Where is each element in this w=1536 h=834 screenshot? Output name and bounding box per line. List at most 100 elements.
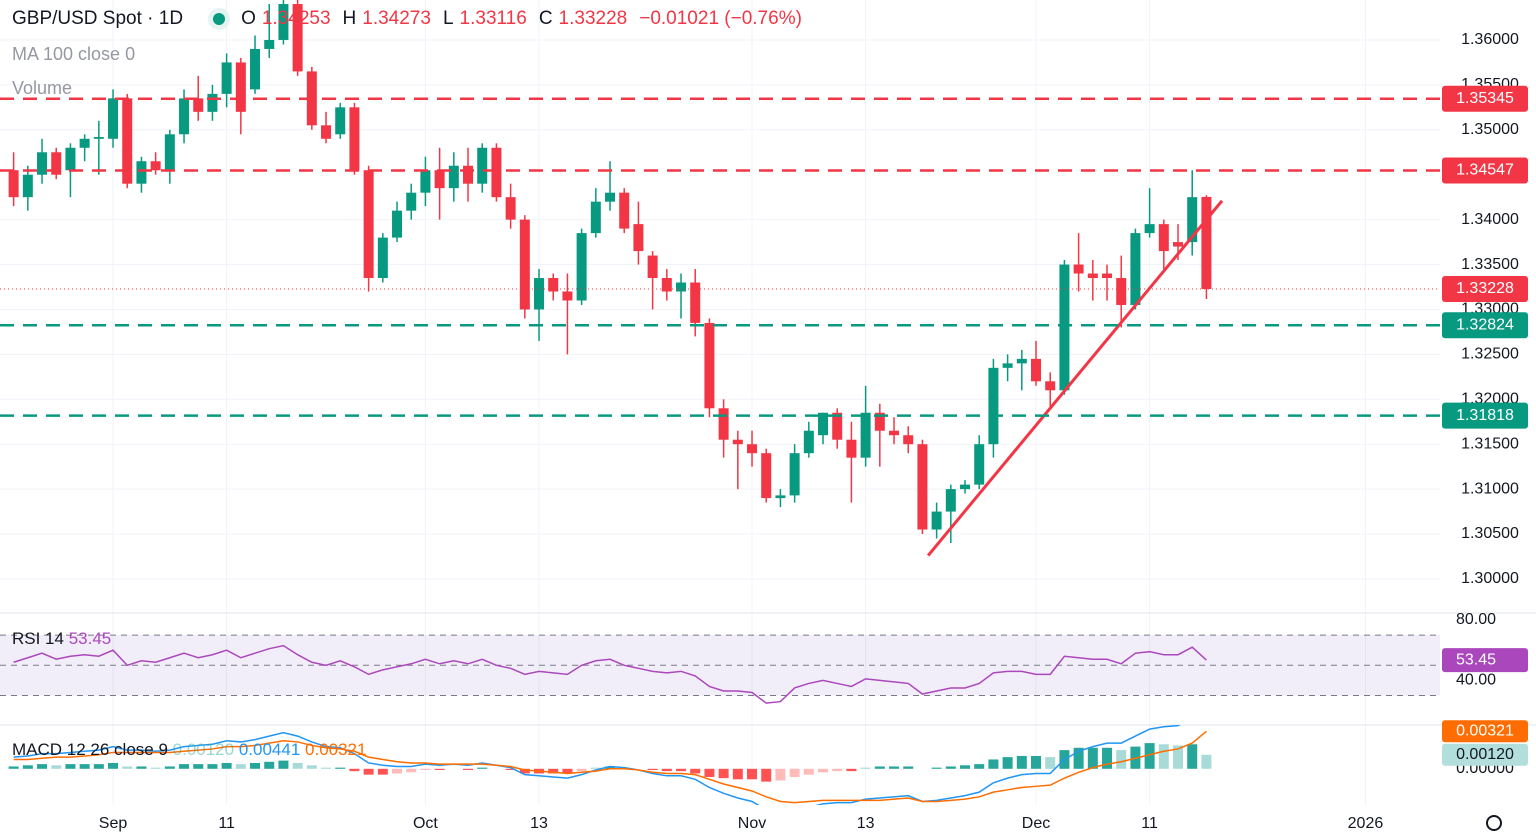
- candle-body: [406, 192, 417, 211]
- rsi-line: [13, 644, 1207, 704]
- ohlc-value: 1.33116: [459, 8, 527, 29]
- histogram-bar: [1102, 747, 1113, 769]
- candle-body: [122, 98, 133, 184]
- candle-body: [945, 489, 956, 512]
- candle-body: [1158, 224, 1169, 252]
- histogram-bar: [605, 766, 616, 769]
- histogram-bar: [1173, 745, 1184, 769]
- histogram-bar: [477, 767, 488, 769]
- histogram-bar: [747, 768, 758, 780]
- x-tick-label: Dec: [1022, 815, 1050, 832]
- candle-body: [889, 430, 900, 436]
- candle-body: [392, 210, 403, 238]
- histogram-bar: [363, 768, 374, 775]
- candle-body: [917, 444, 928, 530]
- histogram-bar: [65, 764, 76, 769]
- ohlc-key: H: [342, 8, 357, 29]
- rsi-axis-label: 53.45: [1456, 651, 1496, 668]
- symbol-header: GBP/USD Spot · 1D O 1.34253 H 1.34273 L 1.331…: [12, 8, 802, 30]
- y-tick-label: 1.30000: [1461, 570, 1519, 587]
- candle-body: [1102, 273, 1113, 279]
- histogram-bar: [974, 764, 985, 769]
- symbol-title[interactable]: GBP/USD Spot · 1D: [12, 8, 184, 29]
- histogram-bar: [335, 767, 346, 769]
- level-label: 1.31818: [1456, 407, 1514, 424]
- candle-body: [1031, 358, 1042, 382]
- rsi-value: 53.45: [68, 629, 112, 648]
- study-ma[interactable]: MA 100 close 0: [12, 44, 136, 64]
- histogram-bar: [51, 765, 62, 769]
- candle-body: [22, 174, 33, 198]
- level-label-bg: [1442, 402, 1528, 429]
- histogram-bar: [590, 767, 601, 769]
- y-tick-label: 1.30500: [1461, 525, 1519, 542]
- x-tick-label: 2026: [1348, 815, 1384, 832]
- level-label-bg: [1442, 157, 1528, 184]
- candle-body: [633, 224, 644, 252]
- histogram-bar: [690, 768, 701, 774]
- rsi-label-bg: [1442, 648, 1528, 673]
- candle-body: [732, 439, 743, 445]
- macd-line: [13, 725, 1181, 805]
- candle-body: [193, 98, 204, 112]
- histogram-bar: [292, 762, 303, 769]
- histogram-bar: [1045, 757, 1056, 769]
- candle-body: [832, 412, 843, 440]
- histogram-bar: [1016, 755, 1027, 769]
- level-label: 1.32824: [1456, 316, 1514, 333]
- candle-body: [874, 412, 885, 431]
- y-tick-label: 1.32500: [1461, 346, 1519, 363]
- level-label: 1.35345: [1456, 90, 1514, 107]
- level-label: 1.34547: [1456, 162, 1514, 179]
- histogram-bar: [676, 768, 687, 772]
- y-tick-label: 1.33500: [1461, 256, 1519, 273]
- histogram-bar: [37, 764, 48, 769]
- candle-body: [1201, 196, 1212, 289]
- macd-legend-value: 0.00441: [238, 740, 301, 759]
- candle-body: [903, 435, 914, 445]
- histogram-bar: [321, 767, 332, 769]
- trendline: [926, 199, 1224, 557]
- rsi-legend: RSI 14 53.45: [12, 629, 111, 649]
- histogram-bar: [278, 760, 289, 769]
- candle-body: [363, 170, 374, 279]
- y-tick-label: 1.31500: [1461, 435, 1519, 452]
- histogram-bar: [832, 768, 843, 772]
- histogram-bar: [548, 768, 559, 774]
- candle-body: [1130, 233, 1141, 305]
- histogram-bar: [1201, 754, 1212, 769]
- histogram-bar: [519, 768, 530, 774]
- histogram-bar: [903, 766, 914, 769]
- candle-body: [335, 107, 346, 135]
- candle-body: [647, 255, 658, 279]
- ohlc-value: 1.34273: [362, 8, 431, 29]
- candle-body: [661, 278, 672, 292]
- candle-body: [491, 147, 502, 198]
- candle-body: [590, 201, 601, 234]
- candle-body: [1173, 242, 1184, 247]
- histogram-bar: [1187, 744, 1198, 769]
- histogram-bar: [1031, 755, 1042, 769]
- candle-body: [150, 161, 161, 171]
- pane: [8, 0, 1224, 557]
- histogram-bar: [732, 768, 743, 780]
- histogram-bar: [250, 762, 261, 769]
- candle-body: [164, 134, 175, 171]
- histogram-bar: [207, 764, 218, 769]
- ohlc-key: L: [442, 8, 454, 29]
- histogram-bar: [79, 764, 90, 769]
- study-volume[interactable]: Volume: [12, 78, 73, 98]
- candle-body: [1059, 264, 1070, 391]
- pane: [13, 644, 1207, 704]
- candle-body: [519, 219, 530, 310]
- histogram-bar: [392, 768, 403, 774]
- level-label-bg: [1442, 85, 1528, 112]
- histogram-bar: [505, 768, 516, 770]
- x-tick-label: Nov: [738, 815, 766, 832]
- macd-legend-value: 0.00120: [172, 740, 235, 759]
- candle-body: [278, 4, 289, 40]
- candle-body: [747, 444, 758, 454]
- candle-body: [818, 412, 829, 436]
- histogram-bar: [164, 766, 175, 769]
